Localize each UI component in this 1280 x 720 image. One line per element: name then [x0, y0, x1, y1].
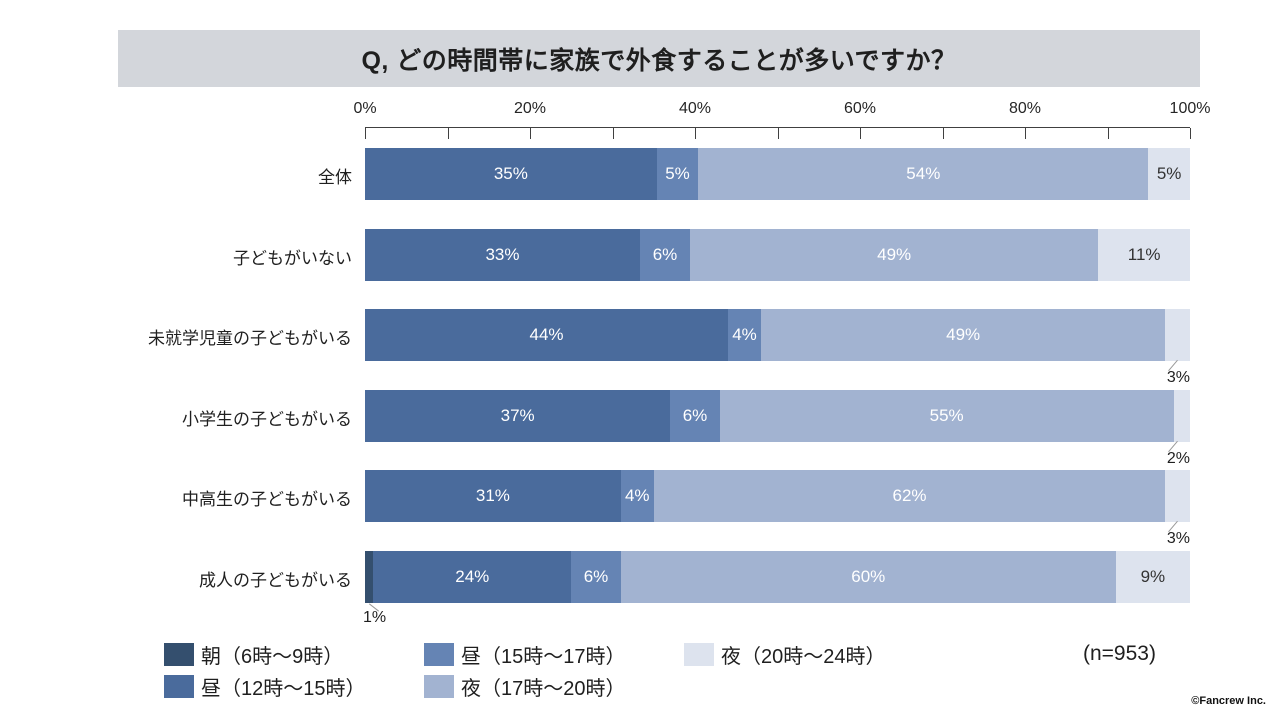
bar-segment: 33%	[365, 229, 640, 281]
axis-tick	[612, 128, 614, 139]
category-label: 成人の子どもがいる	[199, 571, 352, 590]
axis-tick-label: 20%	[513, 100, 547, 117]
legend-item: 昼（12時～15時）	[164, 672, 424, 701]
bar-segment: 5%	[656, 148, 699, 200]
bar-segment: 44%	[365, 309, 728, 361]
x-axis	[365, 127, 1191, 139]
bar-segment: 9%	[1115, 551, 1190, 603]
bar-segment: 49%	[761, 309, 1166, 361]
bar-segment: 5%	[1148, 148, 1190, 200]
axis-tick-label: 60%	[843, 100, 877, 117]
legend-label: 夜（17時～20時）	[461, 677, 626, 700]
outside-value-label: 3%	[1166, 530, 1190, 547]
legend-swatch	[164, 674, 194, 698]
stacked-bar: 44% 4% 49%	[365, 309, 1190, 361]
axis-tick-label: 100%	[1169, 100, 1211, 117]
axis-tick	[777, 128, 779, 139]
stacked-bar: 37% 6% 55%	[365, 390, 1190, 442]
copyright-credit: ©Fancrew Inc.	[1191, 695, 1266, 707]
legend-item: 夜（20時～24時）	[684, 640, 944, 669]
bar-segment: 4%	[728, 309, 761, 361]
legend-swatch	[164, 642, 194, 666]
legend-swatch	[424, 642, 454, 666]
legend-swatch	[684, 642, 714, 666]
bar-segment	[365, 551, 374, 603]
bar-segment: 60%	[620, 551, 1116, 603]
bar-segment	[1173, 390, 1190, 442]
legend-label: 朝（6時～9時）	[201, 645, 344, 668]
axis-tick	[530, 128, 531, 139]
bar-segment: 24%	[373, 551, 572, 603]
axis-tick	[942, 128, 944, 139]
stacked-bar: 33% 6% 49% 11%	[365, 229, 1190, 281]
bar-segment: 35%	[365, 148, 657, 200]
axis-tick	[695, 128, 696, 139]
axis-tick-label: 80%	[1008, 100, 1042, 117]
outside-value-label: 3%	[1166, 369, 1190, 386]
axis-tick	[1190, 128, 1191, 139]
axis-tick	[1107, 128, 1109, 139]
axis-tick-label: 40%	[678, 100, 712, 117]
legend-swatch	[424, 674, 454, 698]
sample-size-note: (n=953)	[1083, 642, 1156, 665]
chart-title: Q, どの時間帯に家族で外食することが多いですか？	[118, 30, 1200, 87]
axis-tick	[860, 128, 861, 139]
category-label: 未就学児童の子どもがいる	[148, 329, 352, 348]
outside-value-label: 2%	[1166, 450, 1190, 467]
legend-label: 昼（12時～15時）	[201, 677, 366, 700]
legend-item: 夜（17時～20時）	[424, 672, 684, 701]
bar-segment: 11%	[1098, 229, 1190, 281]
category-label: 小学生の子どもがいる	[182, 410, 352, 429]
category-label: 全体	[318, 168, 352, 187]
legend-item: 昼（15時～17時）	[424, 640, 684, 669]
bar-segment: 6%	[670, 390, 720, 442]
legend-item: 朝（6時～9時）	[164, 640, 424, 669]
axis-tick-label: 0%	[353, 100, 377, 117]
bar-segment: 62%	[653, 470, 1166, 522]
legend: 朝（6時～9時） 昼（12時～15時） 昼（15時～17時） 夜（17時～20時） 夜（…	[164, 638, 944, 702]
legend-label: 夜（20時～24時）	[721, 645, 886, 668]
stacked-bar: 31% 4% 62%	[365, 470, 1190, 522]
stacked-bar: 35% 5% 54% 5%	[365, 148, 1190, 200]
bar-segment: 6%	[639, 229, 690, 281]
bar-segment: 49%	[689, 229, 1099, 281]
bar-segment: 37%	[365, 390, 671, 442]
bar-segment: 31%	[365, 470, 621, 522]
stacked-bar: 24% 6% 60% 9%	[365, 551, 1190, 603]
bar-segment	[1165, 470, 1190, 522]
axis-tick	[1025, 128, 1026, 139]
legend-label: 昼（15時～17時）	[461, 645, 626, 668]
bar-segment	[1165, 309, 1190, 361]
bar-segment: 6%	[571, 551, 621, 603]
bar-segment: 4%	[620, 470, 654, 522]
axis-tick	[447, 128, 449, 139]
outside-value-label: 1%	[363, 609, 387, 626]
category-label: 中高生の子どもがいる	[182, 490, 352, 509]
bar-segment: 54%	[698, 148, 1149, 200]
category-label: 子どもがいない	[233, 249, 352, 268]
axis-tick	[365, 128, 366, 139]
bar-segment: 55%	[719, 390, 1174, 442]
